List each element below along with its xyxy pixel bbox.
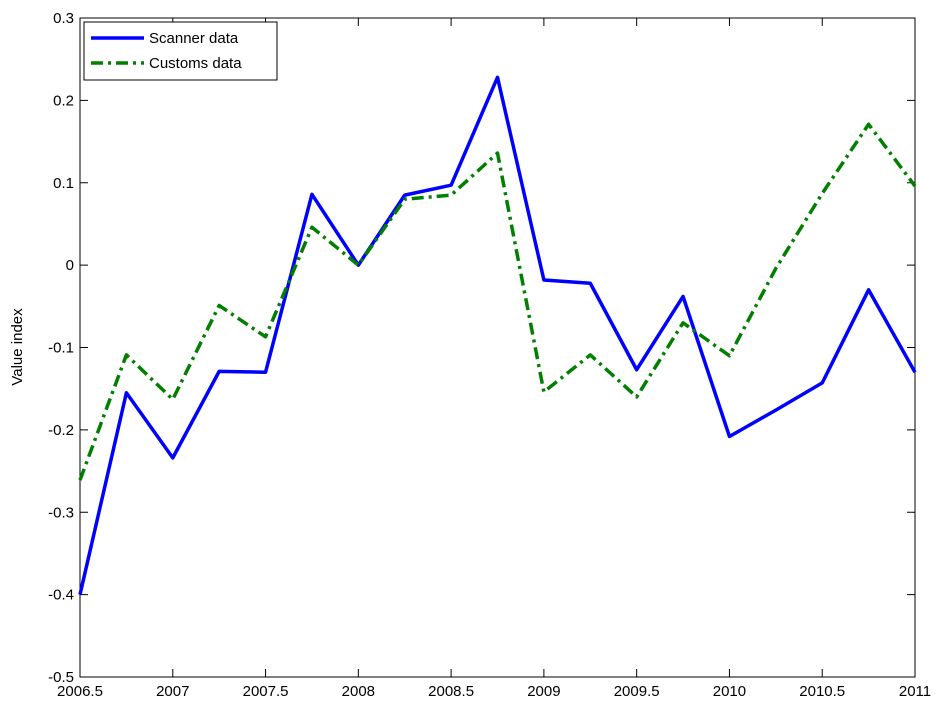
x-tick-label: 2006.5 — [57, 683, 103, 700]
y-tick-label: 0.1 — [53, 175, 74, 192]
y-tick-label: -0.4 — [48, 587, 74, 604]
x-tick-label: 2007 — [156, 683, 189, 700]
x-tick-label: 2011 — [899, 683, 931, 700]
series-line — [78, 75, 917, 596]
y-tick-label: 0.3 — [53, 10, 74, 27]
legend-label: Scanner data — [149, 30, 239, 47]
y-tick-label: 0.2 — [53, 92, 74, 109]
y-axis-label: Value index — [9, 308, 26, 386]
x-tick-label: 2008.5 — [428, 683, 474, 700]
x-tick-label: 2009 — [527, 683, 560, 700]
y-tick-label: -0.5 — [48, 669, 74, 686]
y-tick-label: -0.3 — [48, 504, 74, 521]
x-tick-label: 2010 — [713, 683, 746, 700]
x-tick-label: 2010.5 — [799, 683, 845, 700]
y-tick-label: -0.1 — [48, 340, 74, 357]
y-tick-label: -0.2 — [48, 422, 74, 439]
legend-label: Customs data — [149, 55, 242, 72]
x-tick-label: 2007.5 — [243, 683, 289, 700]
legend-box — [83, 21, 278, 81]
series-line — [78, 122, 917, 481]
plot-area — [79, 17, 916, 678]
x-tick-label: 2008 — [342, 683, 375, 700]
y-tick-label: 0 — [66, 257, 74, 274]
x-tick-label: 2009.5 — [614, 683, 660, 700]
